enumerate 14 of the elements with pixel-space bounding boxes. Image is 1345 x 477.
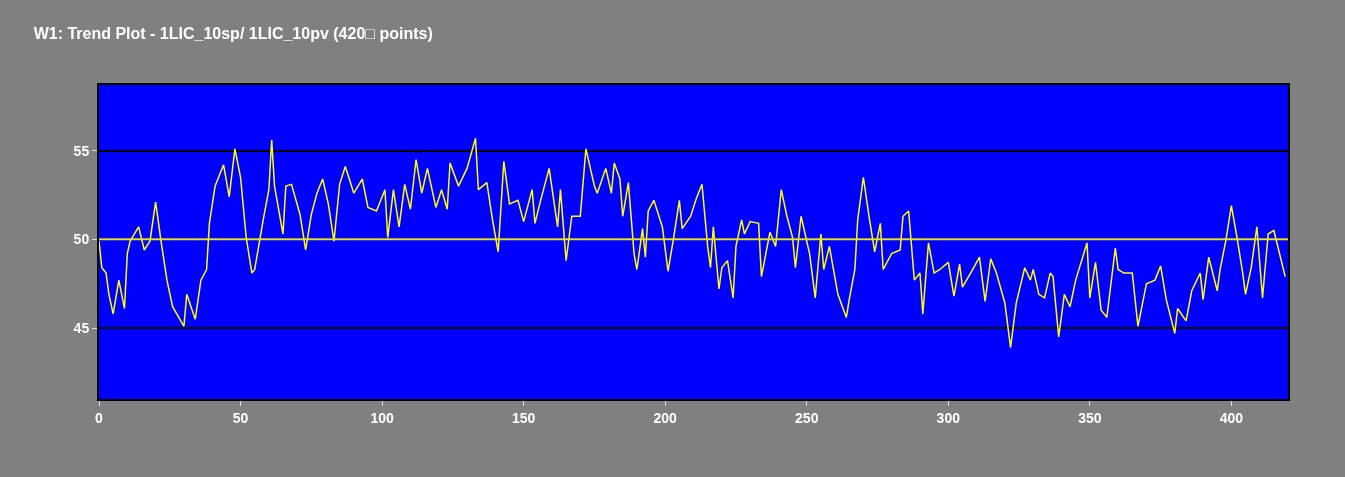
x-tick-label: 50: [232, 409, 249, 426]
x-tick-label: 150: [511, 409, 536, 426]
y-tick-label: 50: [73, 231, 90, 248]
chart-title: W1: Trend Plot - 1LIC_10sp/ 1LIC_10pv (420□ points): [33, 24, 433, 42]
x-tick-label: 0: [95, 409, 104, 426]
y-tick-label: 55: [73, 142, 90, 159]
x-tick-label: 100: [370, 409, 394, 426]
x-tick-label: 300: [936, 409, 961, 426]
x-tick-label: 200: [653, 409, 678, 426]
y-tick-label: 45: [73, 319, 90, 336]
line-series: [99, 137, 1286, 349]
x-tick-label: 250: [795, 409, 819, 426]
x-tick-label: 350: [1078, 409, 1102, 426]
x-tick-label: 400: [1219, 409, 1244, 426]
